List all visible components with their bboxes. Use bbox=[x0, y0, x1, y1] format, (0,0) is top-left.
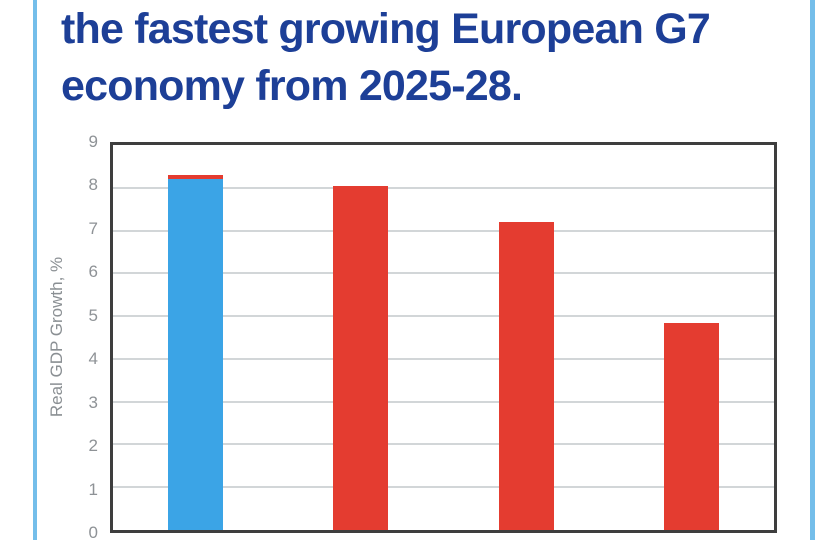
gridline-3 bbox=[113, 400, 774, 403]
bar-4 bbox=[663, 322, 719, 530]
bar-1-segment bbox=[168, 174, 224, 180]
y-tick-label-7: 7 bbox=[88, 218, 98, 238]
y-tick-label-0: 0 bbox=[88, 523, 98, 540]
y-tick-label-5: 5 bbox=[88, 305, 98, 325]
plot-area bbox=[110, 142, 777, 533]
bar-2-segment bbox=[333, 185, 389, 530]
bar-3-segment bbox=[498, 222, 554, 530]
gridline-1 bbox=[113, 486, 774, 489]
y-axis-ticks: 0 1 2 3 4 5 6 7 8 9 bbox=[60, 132, 98, 540]
chart-title-line1: the fastest growing European G7 bbox=[61, 5, 711, 53]
y-tick-label-6: 6 bbox=[88, 262, 98, 282]
gridline-6 bbox=[113, 272, 774, 275]
gridline-2 bbox=[113, 443, 774, 446]
gridline-8 bbox=[113, 186, 774, 189]
bar-3 bbox=[498, 222, 554, 530]
y-tick-label-9: 9 bbox=[88, 132, 98, 151]
bar-1-segment bbox=[168, 179, 224, 530]
gridline-7 bbox=[113, 229, 774, 232]
y-tick-label-8: 8 bbox=[88, 175, 98, 195]
card-border-right bbox=[810, 0, 815, 540]
y-tick-label-4: 4 bbox=[88, 349, 98, 369]
y-tick-label-1: 1 bbox=[88, 479, 98, 499]
bar-1 bbox=[168, 174, 224, 530]
y-tick-label-2: 2 bbox=[88, 436, 98, 456]
gridline-5 bbox=[113, 315, 774, 318]
bar-4-segment bbox=[663, 322, 719, 530]
card-border-left bbox=[33, 0, 37, 540]
bar-2 bbox=[333, 185, 389, 530]
chart-title: the fastest growing European G7 economy … bbox=[61, 1, 801, 115]
chart-title-line2: economy from 2025-28. bbox=[61, 62, 523, 110]
y-tick-label-3: 3 bbox=[88, 392, 98, 412]
gridline-4 bbox=[113, 357, 774, 360]
